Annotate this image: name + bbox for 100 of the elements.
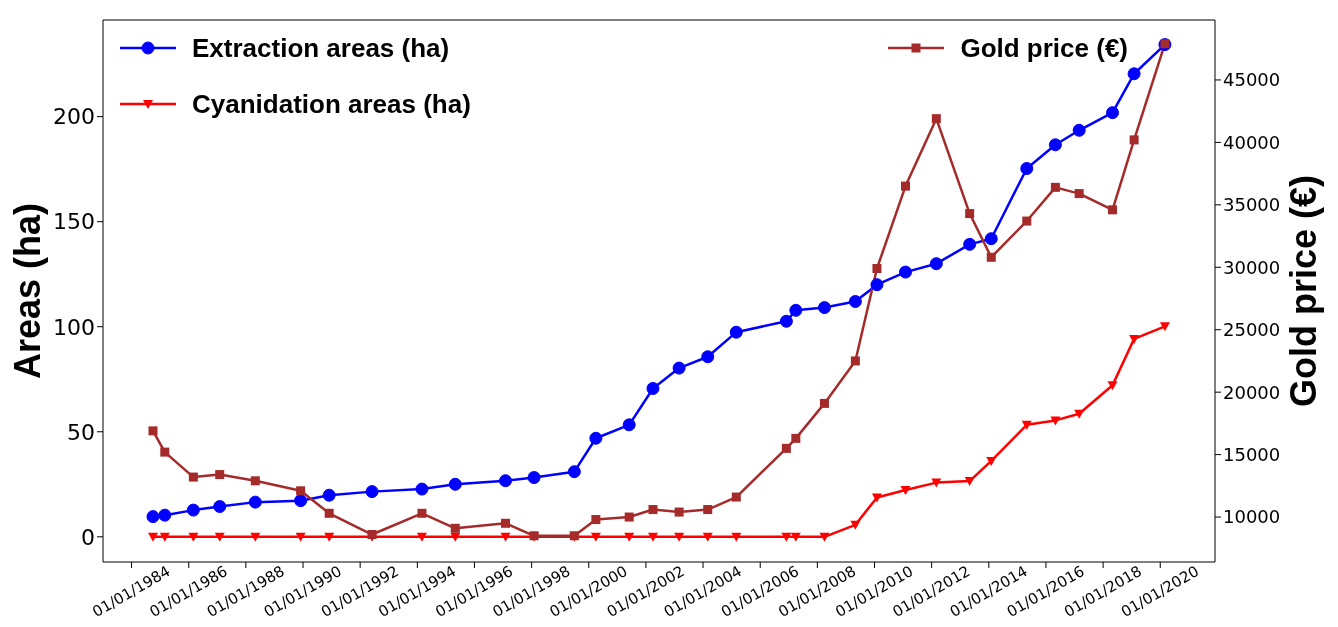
point xyxy=(929,257,943,271)
point xyxy=(870,278,884,292)
point xyxy=(322,488,336,502)
legend-label: Extraction areas (ha) xyxy=(192,32,450,64)
point xyxy=(931,478,942,488)
point xyxy=(1108,205,1118,215)
point xyxy=(984,232,998,246)
point xyxy=(160,447,170,457)
y2-axis-title: Gold price (€) xyxy=(1282,174,1324,408)
point xyxy=(872,264,882,274)
point xyxy=(790,532,801,542)
point xyxy=(963,237,977,251)
y2-tick-label: 10000 xyxy=(1223,506,1281,528)
y2-tick-label: 35000 xyxy=(1223,194,1281,216)
point xyxy=(1050,416,1061,426)
y-tick-label: 100 xyxy=(53,314,95,340)
point xyxy=(701,350,715,364)
point xyxy=(146,510,160,524)
point xyxy=(417,508,427,518)
point xyxy=(365,485,379,499)
point xyxy=(850,356,860,366)
point xyxy=(500,532,511,542)
y2-tick-label: 15000 xyxy=(1223,443,1281,465)
point xyxy=(648,505,658,515)
point xyxy=(296,486,306,496)
y2-tick-label: 25000 xyxy=(1223,319,1281,341)
point xyxy=(250,532,261,542)
point xyxy=(789,303,803,317)
point xyxy=(294,494,308,508)
point xyxy=(159,532,170,542)
point xyxy=(213,500,227,514)
point xyxy=(901,181,911,191)
point xyxy=(731,532,742,542)
point xyxy=(848,295,862,308)
point xyxy=(703,505,713,515)
point xyxy=(1022,216,1032,226)
point xyxy=(158,508,172,522)
point xyxy=(672,361,686,375)
point xyxy=(702,532,713,542)
point xyxy=(1106,106,1120,120)
point xyxy=(215,470,225,480)
point xyxy=(624,512,634,522)
y2-tick-label: 20000 xyxy=(1223,381,1281,403)
point xyxy=(964,477,975,487)
point xyxy=(416,532,427,542)
point xyxy=(324,508,334,518)
point xyxy=(779,314,793,328)
point xyxy=(1127,67,1141,81)
point xyxy=(186,503,200,517)
point xyxy=(900,485,911,495)
point xyxy=(965,209,975,219)
point xyxy=(1074,409,1085,419)
point xyxy=(589,431,603,445)
point xyxy=(819,532,830,542)
point xyxy=(1129,334,1140,344)
point xyxy=(781,443,791,453)
point xyxy=(791,433,801,443)
y-axis-title: Areas (ha) xyxy=(6,202,48,380)
point xyxy=(1074,189,1084,199)
point xyxy=(781,532,792,542)
point xyxy=(324,532,335,542)
point xyxy=(850,520,861,530)
point xyxy=(986,456,997,466)
point xyxy=(1020,162,1034,176)
point xyxy=(624,532,635,542)
point xyxy=(450,523,460,533)
point xyxy=(148,426,158,436)
point xyxy=(1050,182,1060,192)
point xyxy=(499,474,513,488)
point xyxy=(674,532,685,542)
y-tick-label: 50 xyxy=(67,419,95,445)
point xyxy=(731,492,741,502)
point xyxy=(1159,322,1170,332)
y-tick-label: 200 xyxy=(53,104,95,130)
point xyxy=(248,495,262,509)
point xyxy=(931,114,941,124)
point xyxy=(819,398,829,408)
point xyxy=(214,532,225,542)
point xyxy=(450,532,461,542)
point xyxy=(1048,138,1062,152)
point xyxy=(899,265,913,279)
point xyxy=(147,532,158,542)
legend-label: Cyanidation areas (ha) xyxy=(192,88,471,120)
point xyxy=(567,465,581,479)
point xyxy=(1021,420,1032,430)
point xyxy=(1107,381,1118,391)
y2-tick-label: 40000 xyxy=(1223,131,1281,153)
point xyxy=(729,325,743,339)
point xyxy=(295,532,306,542)
point xyxy=(250,476,260,486)
point xyxy=(647,532,658,542)
legend-label: Gold price (€) xyxy=(960,32,1128,64)
point xyxy=(590,532,601,542)
point xyxy=(817,301,831,315)
point xyxy=(674,507,684,517)
point xyxy=(591,515,601,525)
y-tick-label: 150 xyxy=(53,209,95,235)
point xyxy=(1129,135,1139,145)
y2-tick-label: 30000 xyxy=(1223,256,1281,278)
point xyxy=(646,381,660,395)
